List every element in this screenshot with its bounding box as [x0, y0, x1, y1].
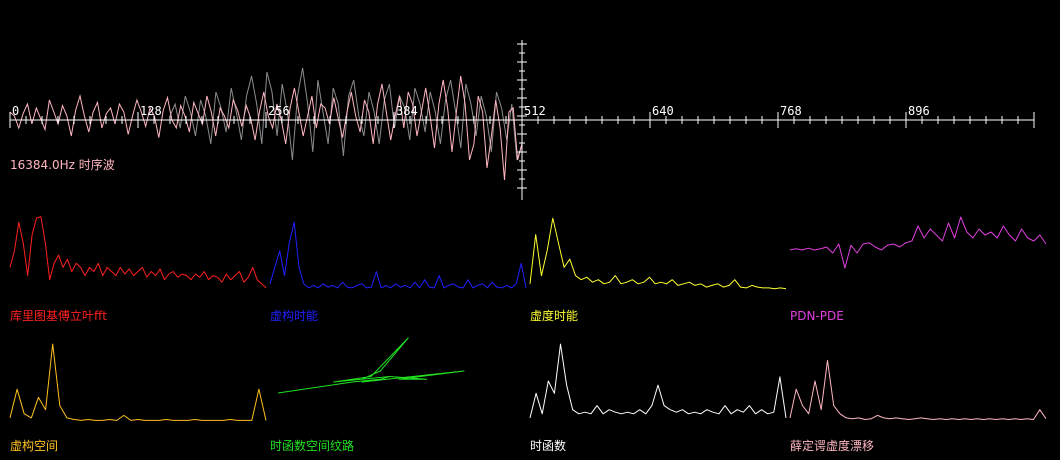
- panel-trace-imag-space: [9, 343, 267, 421]
- waveform-series-1: [169, 67, 523, 161]
- panel-title-virtual-energy: 虚度时能: [530, 309, 579, 323]
- waveform-x-tick-label: 768: [780, 104, 802, 118]
- waveform-x-tick-label: 384: [396, 104, 418, 118]
- panel-trace-time-function: [529, 343, 787, 419]
- panel-trace-pdn-pde: [789, 216, 1047, 269]
- panel-title-phase-path: 时函数空间纹路: [270, 439, 355, 453]
- waveform-annotation: 16384.0Hz 时序波: [10, 158, 115, 172]
- panel-trace-schrodinger-drift: [789, 360, 1047, 420]
- panel-title-pdn-pde: PDN-PDE: [790, 309, 844, 323]
- time-waveform-chart: 0 128 256 384 512 640 768 896: [9, 40, 1035, 200]
- panel-title-schrodinger-drift: 薛定谔虚度漂移: [790, 439, 875, 453]
- waveform-x-tick-label: 640: [652, 104, 674, 118]
- panel-title-fft: 库里图基傅立叶fft: [10, 309, 107, 323]
- waveform-x-tick-label: 128: [140, 104, 162, 118]
- waveform-x-tick-label: 896: [908, 104, 930, 118]
- panel-title-imag-energy: 虚构时能: [270, 309, 319, 323]
- waveform-x-tick-label: 512: [524, 104, 546, 118]
- panel-title-imag-space: 虚构空间: [10, 439, 59, 453]
- waveform-x-tick-label: 256: [268, 104, 290, 118]
- panel-trace-fft: [9, 216, 267, 289]
- panel-trace-phase-path: [277, 337, 465, 394]
- spectrum-panels: [9, 216, 1047, 421]
- panel-trace-virtual-energy: [529, 217, 787, 290]
- panel-title-time-function: 时函数: [530, 439, 567, 453]
- waveform-x-tick-label: 0: [12, 104, 19, 118]
- waveform-series-0: [9, 75, 523, 181]
- panel-trace-imag-energy: [269, 221, 527, 289]
